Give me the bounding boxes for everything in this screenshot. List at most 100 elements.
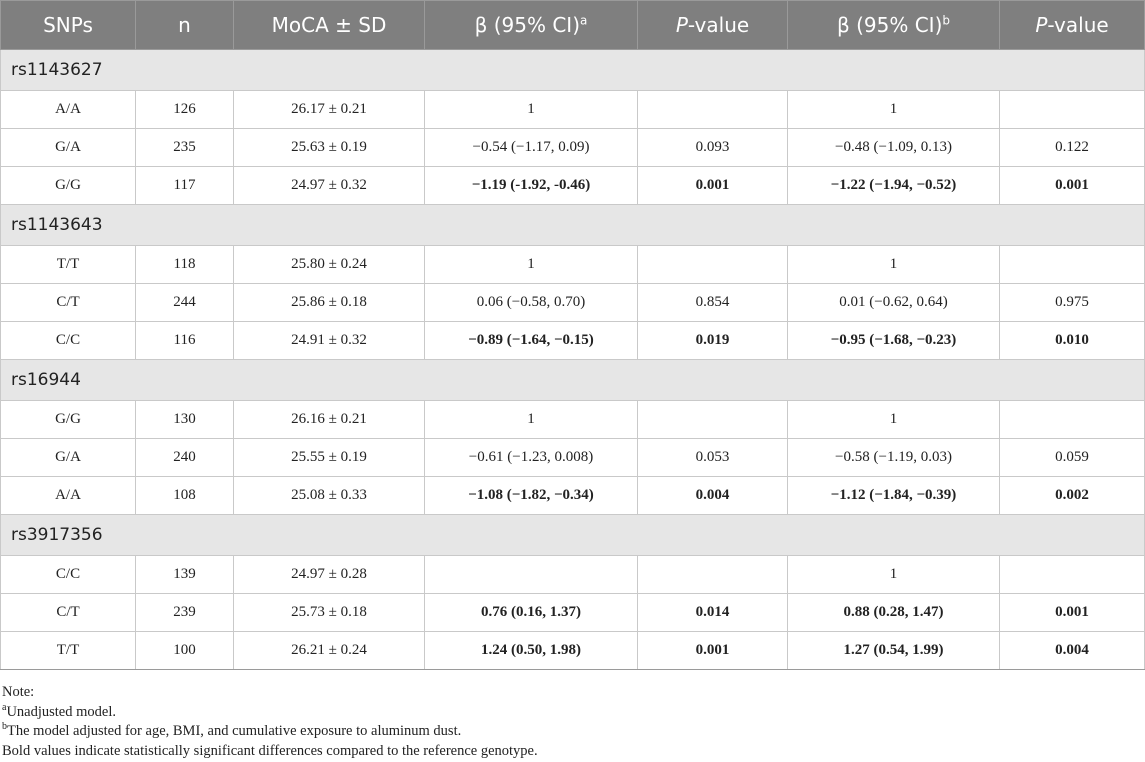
cell-genotype: T/T bbox=[0, 245, 136, 284]
cell-beta-b: 1 bbox=[787, 90, 1000, 129]
footnote-b: bThe model adjusted for age, BMI, and cu… bbox=[2, 722, 1102, 742]
cell-n: 240 bbox=[135, 438, 234, 477]
header-p-a-italic: P bbox=[675, 13, 688, 37]
cell-beta-b: 1.27 (0.54, 1.99) bbox=[787, 631, 1000, 670]
footnote-a-text: Unadjusted model. bbox=[6, 703, 116, 720]
table-row: C/C 139 24.97 ± 0.28 1 bbox=[0, 555, 1145, 594]
cell-beta-a: 1.24 (0.50, 1.98) bbox=[424, 631, 638, 670]
cell-p-b bbox=[999, 90, 1145, 129]
table-row: G/A 235 25.63 ± 0.19 −0.54 (−1.17, 0.09) 0.0… bbox=[0, 128, 1145, 167]
table-header: SNPs n MoCA ± SD β (95% CI)a P-value β (… bbox=[0, 0, 1145, 50]
cell-beta-b: 1 bbox=[787, 245, 1000, 284]
cell-n: 244 bbox=[135, 283, 234, 322]
cell-moca: 24.91 ± 0.32 bbox=[233, 321, 425, 360]
header-p-a-rest: -value bbox=[687, 13, 750, 37]
cell-n: 100 bbox=[135, 631, 234, 670]
cell-n: 139 bbox=[135, 555, 234, 594]
cell-p-b bbox=[999, 400, 1145, 439]
header-p-b-italic: P bbox=[1035, 13, 1048, 37]
header-row: SNPs n MoCA ± SD β (95% CI)a P-value β (… bbox=[0, 0, 1145, 50]
cell-genotype: C/T bbox=[0, 593, 136, 632]
cell-genotype: G/G bbox=[0, 166, 136, 205]
cell-genotype: G/A bbox=[0, 128, 136, 167]
cell-p-b: 0.059 bbox=[999, 438, 1145, 477]
cell-beta-b: −1.12 (−1.84, −0.39) bbox=[787, 476, 1000, 515]
cell-moca: 25.86 ± 0.18 bbox=[233, 283, 425, 322]
cell-p-a: 0.001 bbox=[637, 166, 788, 205]
cell-n: 126 bbox=[135, 90, 234, 129]
cell-moca: 24.97 ± 0.28 bbox=[233, 555, 425, 594]
table-row: A/A 126 26.17 ± 0.21 1 1 bbox=[0, 90, 1145, 129]
bold-values-note: Bold values indicate statistically signi… bbox=[2, 742, 538, 759]
cell-moca: 25.08 ± 0.33 bbox=[233, 476, 425, 515]
cell-moca: 26.16 ± 0.21 bbox=[233, 400, 425, 439]
cell-n: 117 bbox=[135, 166, 234, 205]
cell-p-a: 0.001 bbox=[637, 631, 788, 670]
cell-beta-a: −0.61 (−1.23, 0.008) bbox=[424, 438, 638, 477]
snp-group-row: rs16944 bbox=[0, 359, 1145, 401]
header-beta-b-footnote: b bbox=[942, 13, 951, 28]
cell-genotype: A/A bbox=[0, 90, 136, 129]
header-n: n bbox=[135, 0, 234, 50]
cell-beta-a: 0.76 (0.16, 1.37) bbox=[424, 593, 638, 632]
results-table: SNPs n MoCA ± SD β (95% CI)a P-value β (… bbox=[0, 0, 1145, 670]
cell-p-a: 0.019 bbox=[637, 321, 788, 360]
table-row: C/C 116 24.91 ± 0.32 −0.89 (−1.64, −0.15) 0.… bbox=[0, 321, 1145, 360]
snp-name: rs3917356 bbox=[0, 514, 1145, 556]
cell-p-b: 0.002 bbox=[999, 476, 1145, 515]
cell-p-a: 0.014 bbox=[637, 593, 788, 632]
header-p-unadjusted: P-value bbox=[637, 0, 788, 50]
cell-moca: 25.80 ± 0.24 bbox=[233, 245, 425, 284]
header-beta-b-label: β (95% CI) bbox=[836, 13, 943, 37]
header-beta-a-label: β (95% CI) bbox=[474, 13, 581, 37]
cell-beta-a: 0.06 (−0.58, 0.70) bbox=[424, 283, 638, 322]
header-snps: SNPs bbox=[0, 0, 136, 50]
cell-genotype: G/A bbox=[0, 438, 136, 477]
table-footnotes: Note: aUnadjusted model. bThe model adju… bbox=[2, 683, 1102, 761]
cell-p-a bbox=[637, 555, 788, 594]
cell-moca: 25.73 ± 0.18 bbox=[233, 593, 425, 632]
cell-genotype: A/A bbox=[0, 476, 136, 515]
cell-genotype: C/C bbox=[0, 555, 136, 594]
cell-genotype: C/C bbox=[0, 321, 136, 360]
header-p-adjusted: P-value bbox=[999, 0, 1145, 50]
cell-p-b bbox=[999, 555, 1145, 594]
cell-p-a bbox=[637, 90, 788, 129]
cell-beta-b: −0.48 (−1.09, 0.13) bbox=[787, 128, 1000, 167]
header-beta-a-footnote: a bbox=[580, 13, 588, 28]
header-beta-adjusted: β (95% CI)b bbox=[787, 0, 1000, 50]
cell-p-b: 0.004 bbox=[999, 631, 1145, 670]
table-row: G/G 117 24.97 ± 0.32 −1.19 (-1.92, -0.46) 0.… bbox=[0, 166, 1145, 205]
cell-beta-a: −0.54 (−1.17, 0.09) bbox=[424, 128, 638, 167]
header-moca: MoCA ± SD bbox=[233, 0, 425, 50]
cell-p-b: 0.001 bbox=[999, 593, 1145, 632]
cell-genotype: C/T bbox=[0, 283, 136, 322]
snp-group-row: rs3917356 bbox=[0, 514, 1145, 556]
cell-beta-b: −0.58 (−1.19, 0.03) bbox=[787, 438, 1000, 477]
cell-moca: 25.63 ± 0.19 bbox=[233, 128, 425, 167]
note-label: Note: bbox=[2, 684, 35, 700]
table-row: C/T 239 25.73 ± 0.18 0.76 (0.16, 1.37) 0.014… bbox=[0, 593, 1145, 632]
cell-n: 118 bbox=[135, 245, 234, 284]
cell-beta-b: −0.95 (−1.68, −0.23) bbox=[787, 321, 1000, 360]
cell-p-a bbox=[637, 245, 788, 284]
table-row: G/A 240 25.55 ± 0.19 −0.61 (−1.23, 0.008) 0.… bbox=[0, 438, 1145, 477]
table-body: rs1143627 A/A 126 26.17 ± 0.21 1 1 G/A 235 25.… bbox=[0, 49, 1145, 670]
table-row: T/T 100 26.21 ± 0.24 1.24 (0.50, 1.98) 0.001… bbox=[0, 631, 1145, 670]
cell-beta-a: 1 bbox=[424, 90, 638, 129]
snp-group-row: rs1143627 bbox=[0, 49, 1145, 91]
header-n-label: n bbox=[178, 13, 191, 37]
cell-beta-a: 1 bbox=[424, 400, 638, 439]
cell-beta-b: −1.22 (−1.94, −0.52) bbox=[787, 166, 1000, 205]
cell-p-b: 0.001 bbox=[999, 166, 1145, 205]
cell-p-a: 0.093 bbox=[637, 128, 788, 167]
footnote-b-marker: b bbox=[2, 721, 7, 733]
cell-moca: 25.55 ± 0.19 bbox=[233, 438, 425, 477]
table-row: G/G 130 26.16 ± 0.21 1 1 bbox=[0, 400, 1145, 439]
table-row: T/T 118 25.80 ± 0.24 1 1 bbox=[0, 245, 1145, 284]
cell-p-a: 0.854 bbox=[637, 283, 788, 322]
cell-n: 235 bbox=[135, 128, 234, 167]
header-snps-label: SNPs bbox=[43, 13, 93, 37]
cell-beta-a: −0.89 (−1.64, −0.15) bbox=[424, 321, 638, 360]
table-row: A/A 108 25.08 ± 0.33 −1.08 (−1.82, −0.34) 0.… bbox=[0, 476, 1145, 515]
